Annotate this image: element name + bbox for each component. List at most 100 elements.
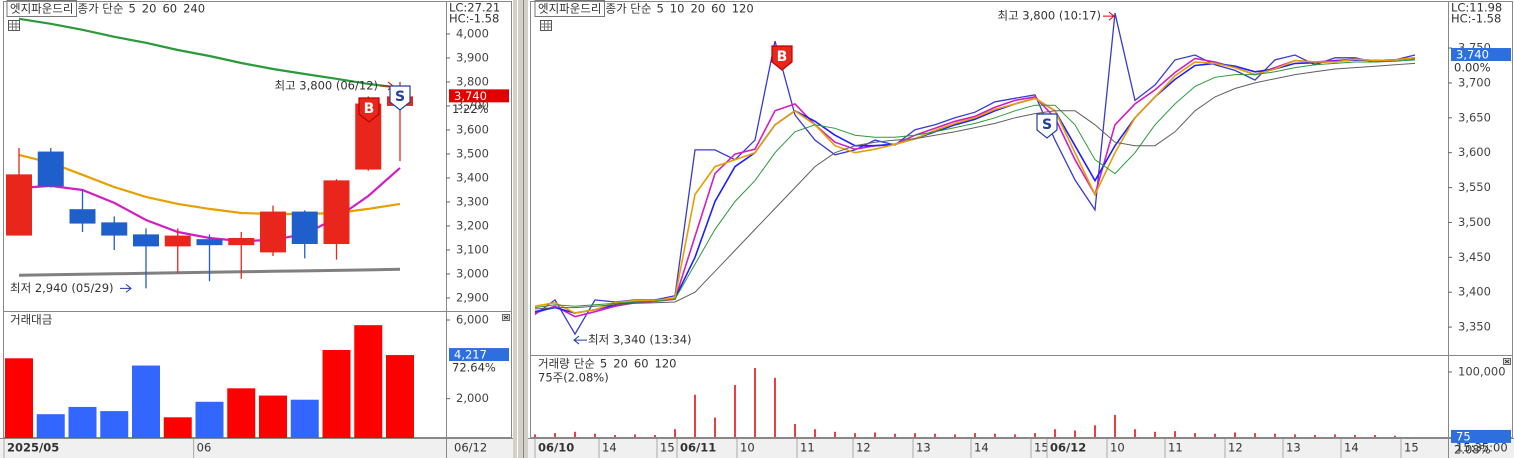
x-tick-label: 11 bbox=[800, 441, 815, 455]
x-tick-label: 12 bbox=[1228, 441, 1243, 455]
subtitle: 75주(2.08%) bbox=[538, 371, 609, 385]
moving-average bbox=[18, 17, 401, 89]
candle-body bbox=[291, 211, 318, 244]
y-tick-label: 3,800 bbox=[456, 74, 489, 88]
legend-entry: 5 bbox=[656, 2, 663, 16]
last-value-box bbox=[1451, 48, 1511, 62]
x-tick-label: 15 bbox=[1404, 441, 1419, 455]
y-tick-label: 6,000 bbox=[456, 313, 489, 327]
left-frame bbox=[3, 1, 512, 438]
bar bbox=[68, 406, 97, 438]
y-tick-label: 2,000 bbox=[456, 391, 489, 405]
lc-label: LC:11.98 bbox=[1451, 1, 1502, 15]
title-box bbox=[534, 0, 605, 17]
legend-entry: 60 bbox=[162, 2, 177, 16]
bar bbox=[5, 358, 33, 438]
y-tick-label: 3,500 bbox=[1458, 215, 1491, 229]
y-tick-label: 3,300 bbox=[456, 194, 489, 208]
price-line bbox=[534, 13, 1416, 336]
x-tick-label: 12 bbox=[856, 441, 871, 455]
x-tick-label: 10 bbox=[740, 441, 755, 455]
x-tick-label: 14 bbox=[1344, 441, 1359, 455]
bar bbox=[132, 365, 160, 438]
bar bbox=[290, 399, 319, 438]
arrow bbox=[573, 335, 587, 345]
x-tick-label: 06 bbox=[197, 441, 212, 455]
y-tick-label: 4,000 bbox=[456, 26, 489, 40]
sell-marker: S bbox=[395, 89, 405, 105]
y-tick-label: 3,000 bbox=[456, 266, 489, 280]
legend-entry: 120 bbox=[732, 2, 754, 16]
legend-entry: 20 bbox=[142, 2, 157, 16]
moving-average bbox=[534, 57, 1416, 314]
moving-average bbox=[534, 62, 1416, 310]
grid-icon[interactable] bbox=[8, 20, 20, 31]
sell-marker-shape bbox=[1036, 113, 1058, 139]
last-change: 0.00% bbox=[1454, 61, 1491, 75]
left-time-axis bbox=[0, 438, 513, 458]
y-tick-label: 3,500 bbox=[456, 146, 489, 160]
candle-body bbox=[196, 239, 223, 246]
grid-icon[interactable] bbox=[540, 20, 552, 31]
last-value-box bbox=[449, 89, 509, 103]
buy-marker: B bbox=[364, 101, 375, 117]
end-time-label: 06/12 bbox=[454, 441, 487, 455]
legend-entry: 5 bbox=[600, 357, 607, 371]
y-tick-label: 3,600 bbox=[1458, 145, 1491, 159]
hc-label: HC:-1.58 bbox=[449, 12, 499, 26]
y-tick-label: 3,200 bbox=[456, 218, 489, 232]
last-value-label: 3,740 bbox=[454, 89, 487, 103]
bar bbox=[36, 414, 65, 438]
last-value-box bbox=[1451, 429, 1511, 443]
legend-prefix: 종가 단순 bbox=[605, 2, 651, 16]
y-tick-label: 3,900 bbox=[456, 50, 489, 64]
x-tick-label: 11 bbox=[1168, 441, 1183, 455]
y-tick-label: 3,400 bbox=[1458, 285, 1491, 299]
chart-title: 거래대금 bbox=[10, 313, 52, 327]
close-button[interactable] bbox=[502, 314, 510, 321]
legend-entry: 120 bbox=[655, 357, 677, 371]
x-tick-label: 14 bbox=[974, 441, 989, 455]
bar bbox=[386, 355, 414, 438]
bar bbox=[354, 325, 383, 438]
legend-entry: 5 bbox=[128, 2, 135, 16]
close-button[interactable] bbox=[1503, 358, 1511, 365]
x-tick-label: 10 bbox=[1110, 441, 1125, 455]
legend-prefix: 종가 단순 bbox=[77, 2, 123, 16]
x-tick-label: 2025/05 bbox=[7, 441, 59, 455]
candle-body bbox=[228, 237, 255, 246]
low-note: 최저 3,340 (13:34) bbox=[588, 333, 692, 347]
right-frame bbox=[530, 1, 1513, 438]
last-value-label: 75 bbox=[1456, 429, 1471, 443]
y-tick-label: 3,600 bbox=[456, 122, 489, 136]
y-tick-label: 3,550 bbox=[1458, 180, 1491, 194]
arrow bbox=[120, 284, 132, 293]
sell-marker: S bbox=[1042, 117, 1052, 133]
candle-body bbox=[260, 211, 286, 253]
hc-label: HC:-1.58 bbox=[1451, 12, 1501, 26]
chart-panel: 엣지파운드리 종가 단순 5 10 20 60 120 3,350 3,400 3,450 3,50… bbox=[534, 0, 1511, 347]
right-time-axis bbox=[528, 438, 1514, 458]
title-box bbox=[6, 0, 77, 17]
last-change: 72.64% bbox=[452, 361, 496, 375]
y-tick-label: 3,100 bbox=[456, 242, 489, 256]
buy-marker-shape bbox=[358, 97, 380, 123]
chart-title: 거래량 bbox=[538, 357, 570, 371]
last-value-label: 3,740 bbox=[1456, 48, 1489, 62]
bar bbox=[322, 350, 351, 438]
legend-entry: 20 bbox=[690, 2, 705, 16]
candle-body bbox=[6, 174, 32, 236]
y-tick-label: 3,450 bbox=[1458, 250, 1491, 264]
bar bbox=[259, 395, 287, 438]
buy-marker: B bbox=[777, 49, 788, 65]
candle-body bbox=[133, 234, 159, 247]
splitter[interactable] bbox=[513, 0, 528, 458]
last-value-label: 4,217 bbox=[454, 348, 487, 362]
high-note: 최고 3,800 (10:17) bbox=[997, 9, 1101, 23]
bar bbox=[195, 401, 224, 438]
y-tick-label: 3,700 bbox=[1458, 75, 1491, 89]
candle-body bbox=[37, 151, 64, 187]
x-tick-label: 15 bbox=[660, 441, 675, 455]
